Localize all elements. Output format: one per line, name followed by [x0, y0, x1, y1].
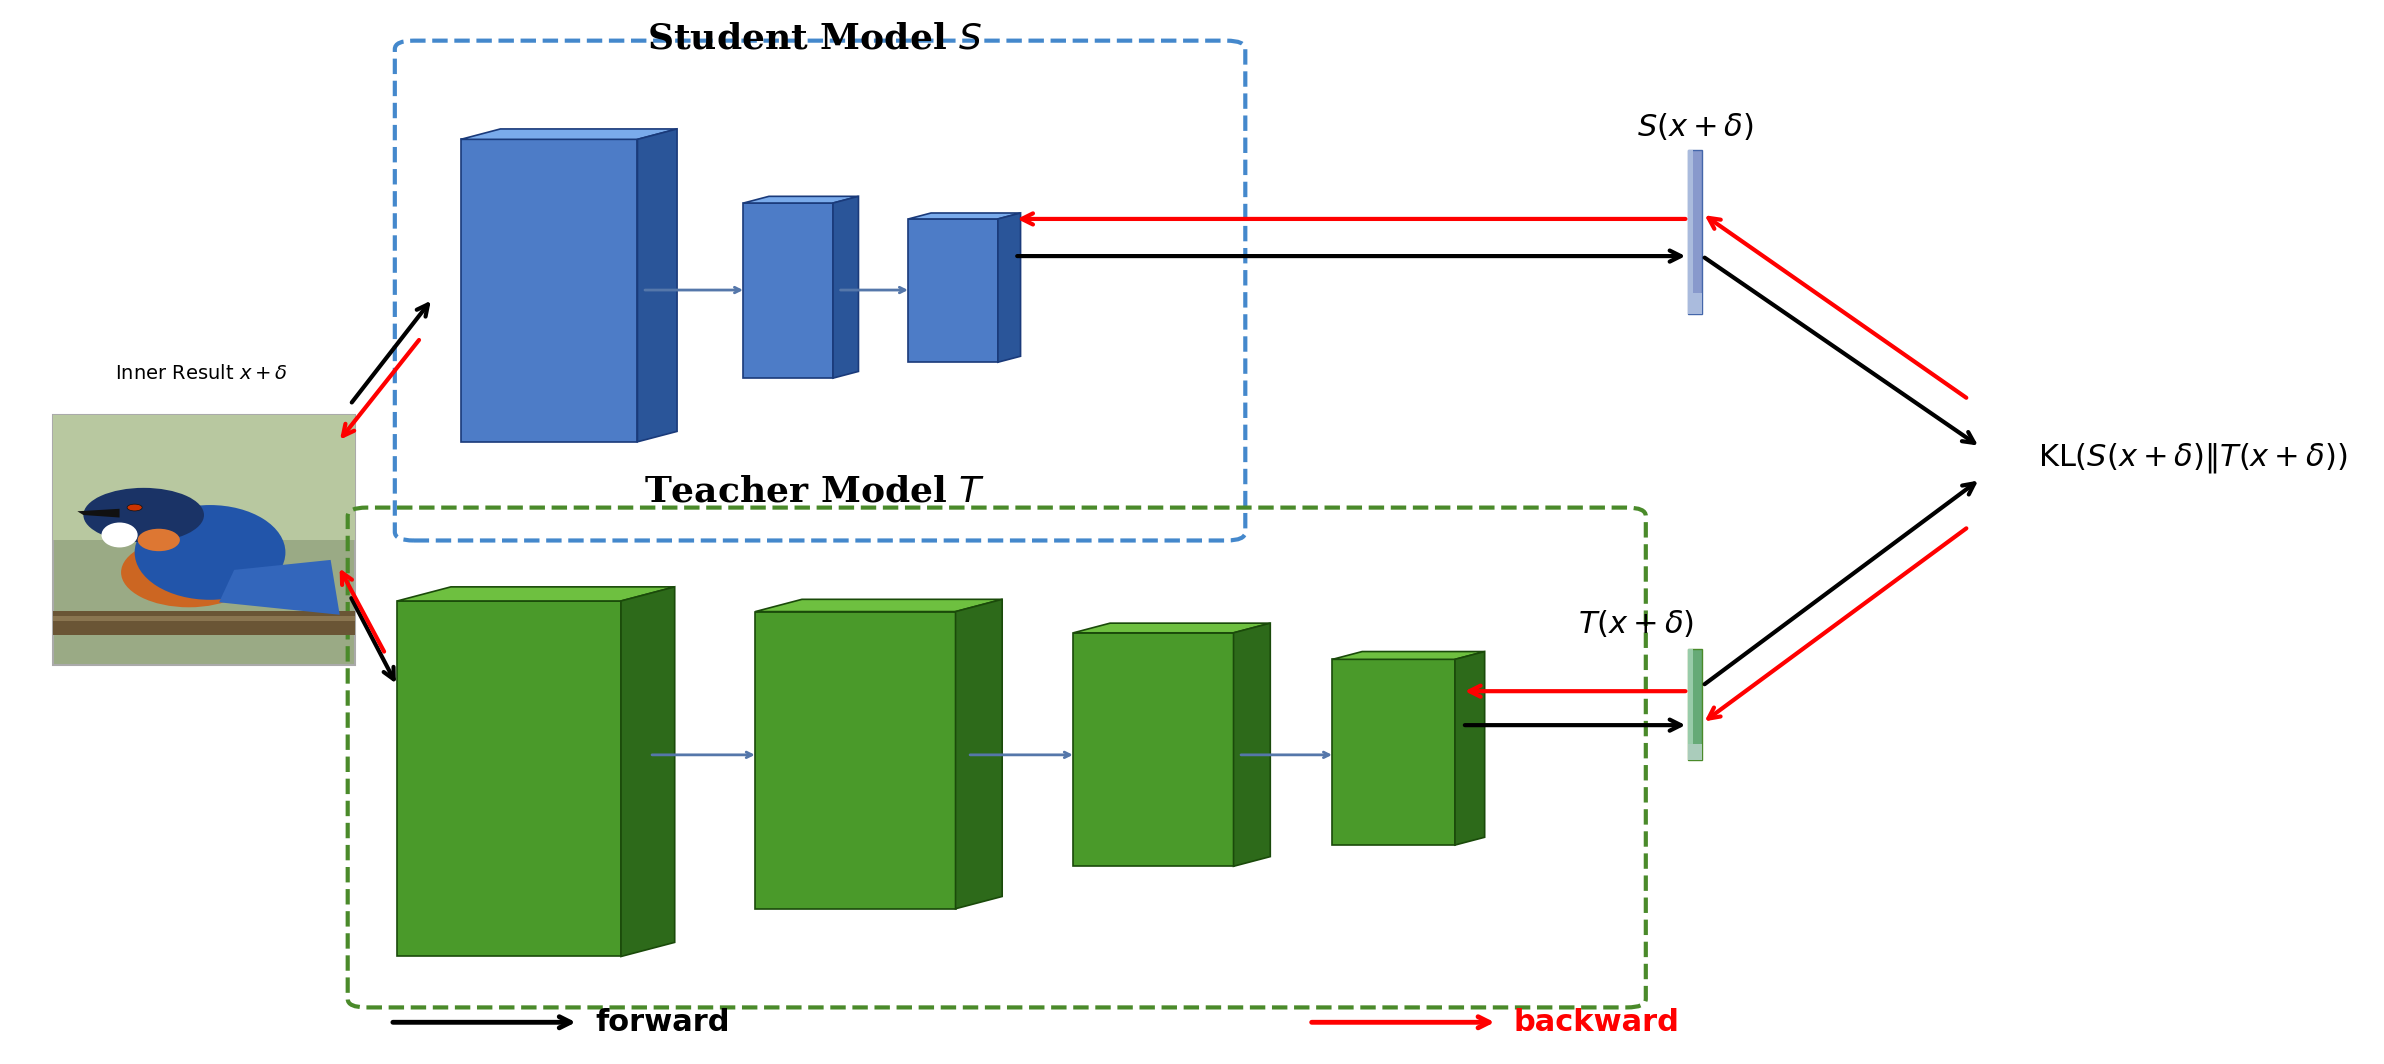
- Bar: [1688, 649, 1693, 760]
- Circle shape: [126, 504, 143, 511]
- Polygon shape: [460, 139, 637, 442]
- Polygon shape: [1073, 633, 1233, 866]
- Polygon shape: [1073, 624, 1271, 633]
- Polygon shape: [1333, 660, 1454, 845]
- Polygon shape: [1454, 651, 1485, 845]
- Text: $\mathrm{KL}(S(x+\delta)\|T(x+\delta))$: $\mathrm{KL}(S(x+\delta)\|T(x+\delta))$: [2038, 440, 2346, 475]
- Bar: [1688, 150, 1693, 315]
- Polygon shape: [832, 197, 858, 378]
- Polygon shape: [908, 213, 1020, 219]
- Polygon shape: [908, 219, 999, 362]
- Text: $T(x + \delta)$: $T(x + \delta)$: [1578, 608, 1695, 638]
- Polygon shape: [219, 560, 339, 615]
- Polygon shape: [744, 203, 832, 378]
- Polygon shape: [956, 599, 1001, 909]
- Text: Student Model $\mathbf{\mathit{S}}$: Student Model $\mathbf{\mathit{S}}$: [646, 21, 982, 55]
- Bar: [1688, 294, 1702, 315]
- Text: Teacher Model $\mathbf{\mathit{T}}$: Teacher Model $\mathbf{\mathit{T}}$: [644, 475, 985, 509]
- Text: forward: forward: [596, 1008, 730, 1036]
- Ellipse shape: [138, 529, 179, 551]
- Polygon shape: [460, 129, 677, 139]
- Circle shape: [83, 488, 205, 543]
- Polygon shape: [398, 587, 675, 601]
- Polygon shape: [620, 587, 675, 957]
- Polygon shape: [756, 612, 956, 909]
- Ellipse shape: [122, 537, 257, 608]
- Text: backward: backward: [1514, 1008, 1681, 1036]
- Ellipse shape: [103, 522, 138, 548]
- Text: $S(x + \delta)$: $S(x + \delta)$: [1638, 111, 1755, 143]
- Bar: [1688, 744, 1702, 760]
- FancyBboxPatch shape: [52, 415, 355, 539]
- Polygon shape: [999, 213, 1020, 362]
- Bar: [1688, 150, 1702, 315]
- Polygon shape: [637, 129, 677, 442]
- Polygon shape: [76, 509, 119, 517]
- Ellipse shape: [134, 505, 286, 600]
- Polygon shape: [744, 197, 858, 203]
- Bar: [1688, 649, 1702, 760]
- Polygon shape: [398, 601, 620, 957]
- Text: Inner Result $x + \delta$: Inner Result $x + \delta$: [114, 365, 288, 383]
- FancyBboxPatch shape: [52, 616, 355, 621]
- FancyBboxPatch shape: [52, 415, 355, 665]
- Polygon shape: [1233, 624, 1271, 866]
- FancyBboxPatch shape: [52, 611, 355, 635]
- Polygon shape: [1333, 651, 1485, 660]
- Polygon shape: [756, 599, 1001, 612]
